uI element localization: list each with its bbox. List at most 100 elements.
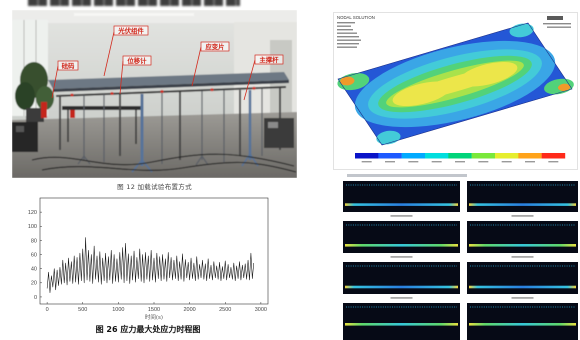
x-tick-label: 3000 <box>255 307 267 313</box>
fea-plate <box>333 20 577 147</box>
legend-value-blur <box>361 161 372 163</box>
fea-contour-plot: NODAL SOLUTION <box>333 12 578 170</box>
label-main-strut-text: 主撑杆 <box>259 55 279 64</box>
photo-scene <box>12 10 297 178</box>
fea-info-lines-part <box>337 22 355 24</box>
photo-scene-part <box>268 122 278 128</box>
snapshot-tile-background <box>343 262 460 294</box>
legend-swatch <box>378 153 402 159</box>
legend-swatch <box>518 153 542 159</box>
label-pv-module-text: 光伏组件 <box>117 26 144 35</box>
fea-info-lines-part <box>337 43 359 45</box>
fea-plate-part <box>340 76 355 86</box>
plot-frame <box>39 197 269 305</box>
x-tick-label: 2000 <box>184 307 196 313</box>
x-tick-label: 1500 <box>148 307 160 313</box>
snapshot-tile-background <box>343 221 460 253</box>
label-strain-gauge: 应变片 <box>191 41 230 87</box>
pv-panel <box>48 72 289 92</box>
clipped-heading <box>28 0 240 6</box>
fea-info-lines <box>337 16 571 48</box>
legend-swatch <box>495 153 519 159</box>
fea-plate-part <box>376 130 401 145</box>
snapshot-caption-blur <box>511 297 534 299</box>
snapshot-tile-background <box>467 221 578 253</box>
label-pv-module-part <box>113 25 149 36</box>
photo-scene-part <box>12 112 297 178</box>
strain-sensors-part <box>70 93 74 97</box>
snapshot-stress-band <box>345 203 458 206</box>
legend-swatch <box>355 153 379 159</box>
potted-plant-part <box>15 82 35 110</box>
support-frame-part <box>55 86 287 97</box>
strain-sensors-part <box>160 90 164 93</box>
label-displacement-meter: 位移计 <box>119 55 152 95</box>
snapshot-stress-band <box>345 244 458 247</box>
fea-info-lines-part <box>543 23 571 25</box>
label-strain-gauge-text: 应变片 <box>205 42 224 51</box>
legend-swatch <box>471 153 496 159</box>
photo-annotations: 光伏组件 应变片 位移计 主撑杆 砝码 <box>51 25 284 101</box>
legend-swatch <box>448 153 472 159</box>
snapshot-tile-background <box>343 181 460 212</box>
test-setup-photo: 光伏组件 应变片 位移计 主撑杆 砝码 <box>12 10 297 178</box>
y-tick-label: 120 <box>28 210 37 216</box>
legend-swatch <box>541 153 566 159</box>
cables-part <box>31 153 295 167</box>
label-pv-module-part <box>103 31 115 77</box>
strain-sensors-part <box>210 88 214 92</box>
snapshot-tile <box>343 303 460 340</box>
label-strain-gauge-part <box>200 41 230 52</box>
legend-value-blur <box>501 161 512 163</box>
snapshot-caption-blur <box>390 297 413 299</box>
fea-info-lines-part <box>337 29 353 31</box>
meter-stands-part <box>201 155 209 166</box>
potted-plant-part <box>36 86 54 110</box>
snapshot-tile <box>343 221 460 253</box>
fea-info-lines-part <box>547 26 571 28</box>
photo-scene-part <box>41 102 47 118</box>
fea-color-legend <box>355 153 566 163</box>
fea-info-lines-part <box>337 32 357 34</box>
snapshot-tile <box>467 221 578 253</box>
meter-stands-part <box>83 155 91 165</box>
photo-scene-part <box>16 126 24 132</box>
snapshot-tile-background <box>343 303 460 340</box>
potted-plant <box>15 62 54 122</box>
snapshot-tile-background <box>467 262 578 294</box>
y-tick-label: 80 <box>31 238 37 244</box>
photo-scene-part <box>62 106 142 110</box>
strain-sensors <box>70 86 256 97</box>
snapshot-stress-band <box>469 244 576 247</box>
x-tick-label: 0 <box>46 307 49 313</box>
pv-panel-part <box>48 72 289 89</box>
pv-panel-part <box>53 80 289 92</box>
snapshot-caption-blur <box>390 215 413 217</box>
snapshot-tile <box>467 181 578 212</box>
x-axis-label: 时间(s) <box>145 313 163 321</box>
fea-plate-part <box>509 23 534 38</box>
fea-info-lines-part <box>337 36 359 38</box>
label-displacement-meter-part <box>122 55 152 66</box>
cables <box>31 153 297 173</box>
legend-swatch <box>401 153 426 159</box>
fea-plate-part <box>338 23 572 145</box>
photo-scene-part <box>74 13 194 16</box>
snapshot-caption-blur <box>511 256 534 258</box>
legend-swatch <box>425 153 449 159</box>
fea-info-lines-part <box>337 46 357 48</box>
meter-stands-part <box>195 155 203 166</box>
fea-info-lines-part <box>337 39 361 41</box>
snapshot-tile <box>343 262 460 294</box>
legend-value-blur <box>431 161 442 163</box>
x-tick-label: 2500 <box>219 307 231 313</box>
legend-value-blur <box>478 161 489 163</box>
x-tick-label: 500 <box>78 307 87 313</box>
photo-scene-part <box>12 10 297 23</box>
snapshot-caption-blur <box>511 215 534 217</box>
stress-series-line <box>46 237 255 293</box>
snapshot-tile <box>343 181 460 212</box>
y-tick-label: 20 <box>31 281 37 287</box>
strain-sensors-part <box>252 86 256 90</box>
y-tick-label: 40 <box>31 267 37 273</box>
